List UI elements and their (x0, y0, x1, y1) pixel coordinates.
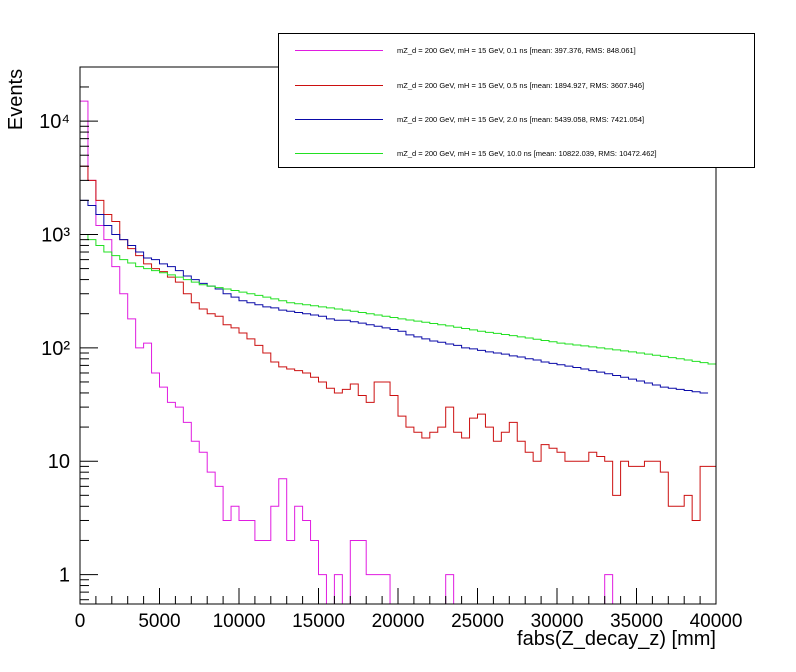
legend-swatch (295, 118, 383, 120)
legend-label: mZ_d = 200 GeV, mH = 15 GeV, 2.0 ns [mea… (397, 114, 645, 124)
x-axis-title: fabs(Z_decay_z) [mm] (517, 628, 716, 650)
legend-entry: mZ_d = 200 GeV, mH = 15 GeV, 2.0 ns [mea… (295, 113, 644, 125)
legend-swatch (295, 49, 383, 51)
y-tick-label: 10 (48, 451, 70, 473)
legend-entry: mZ_d = 200 GeV, mH = 15 GeV, 10.0 ns [me… (295, 147, 657, 159)
series-line-2 (80, 165, 716, 521)
x-tick-label: 0 (75, 611, 86, 632)
legend-label: mZ_d = 200 GeV, mH = 15 GeV, 0.5 ns [mea… (397, 80, 645, 90)
x-tick-label: 40000 (690, 611, 743, 632)
legend-entry: mZ_d = 200 GeV, mH = 15 GeV, 0.1 ns [mea… (295, 44, 636, 56)
y-axis-title: Events (5, 68, 28, 131)
legend-label: mZ_d = 200 GeV, mH = 15 GeV, 10.0 ns [me… (397, 148, 657, 158)
y-axis: 1 10 10² 10³ 10⁴ (39, 66, 98, 601)
x-tick-label: 20000 (372, 611, 425, 632)
x-tick-label: 5000 (138, 611, 180, 632)
legend-swatch (295, 84, 383, 86)
series-line-3 (80, 199, 709, 394)
y-tick-label: 10³ (41, 224, 70, 246)
y-tick-label: 10⁴ (39, 111, 70, 133)
legend-swatch (295, 152, 383, 154)
series-line-1 (80, 100, 614, 604)
series-line-4 (80, 233, 716, 365)
y-tick-label: 1 (59, 565, 70, 587)
x-tick-label: 25000 (451, 611, 504, 632)
series-layer (80, 100, 716, 604)
legend: mZ_d = 200 GeV, mH = 15 GeV, 0.1 ns [mea… (278, 33, 755, 168)
x-tick-label: 30000 (531, 611, 584, 632)
x-axis: 0 5000 10000 15000 20000 25000 30000 35000 40000 (75, 588, 743, 632)
x-tick-label: 15000 (292, 611, 345, 632)
x-tick-label: 35000 (610, 611, 663, 632)
x-tick-label: 10000 (213, 611, 266, 632)
legend-label: mZ_d = 200 GeV, mH = 15 GeV, 0.1 ns [mea… (397, 45, 636, 55)
legend-entry: mZ_d = 200 GeV, mH = 15 GeV, 0.5 ns [mea… (295, 79, 644, 91)
y-tick-label: 10² (41, 338, 70, 360)
